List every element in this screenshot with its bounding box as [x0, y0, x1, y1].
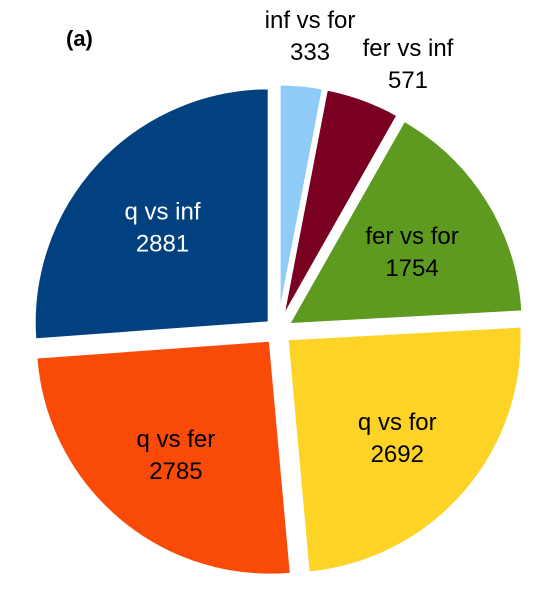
- slice-label: fer vs for 1754: [365, 223, 458, 282]
- panel-label: (a): [66, 26, 93, 51]
- pie-slice-q-vs-inf: [32, 86, 271, 342]
- slice-label: q vs inf 2881: [125, 199, 201, 258]
- slice-label: q vs for 2692: [358, 409, 437, 468]
- slice-label: inf vs for 333: [265, 7, 356, 66]
- slice-label: q vs fer 2785: [137, 426, 216, 485]
- pie-slice-q-vs-fer: [34, 338, 294, 577]
- pie-labels: inf vs for 333 fer vs inf 571 fer vs for 1754…: [125, 7, 459, 485]
- pie-slice-inf-vs-for: [277, 82, 326, 320]
- pie-slice-fer-vs-for: [285, 118, 525, 327]
- pie-slices: [32, 82, 525, 577]
- pie-slice-fer-vs-inf: [280, 87, 401, 321]
- slice-label: fer vs inf 571: [363, 35, 454, 94]
- pie-slice-q-vs-for: [285, 324, 524, 575]
